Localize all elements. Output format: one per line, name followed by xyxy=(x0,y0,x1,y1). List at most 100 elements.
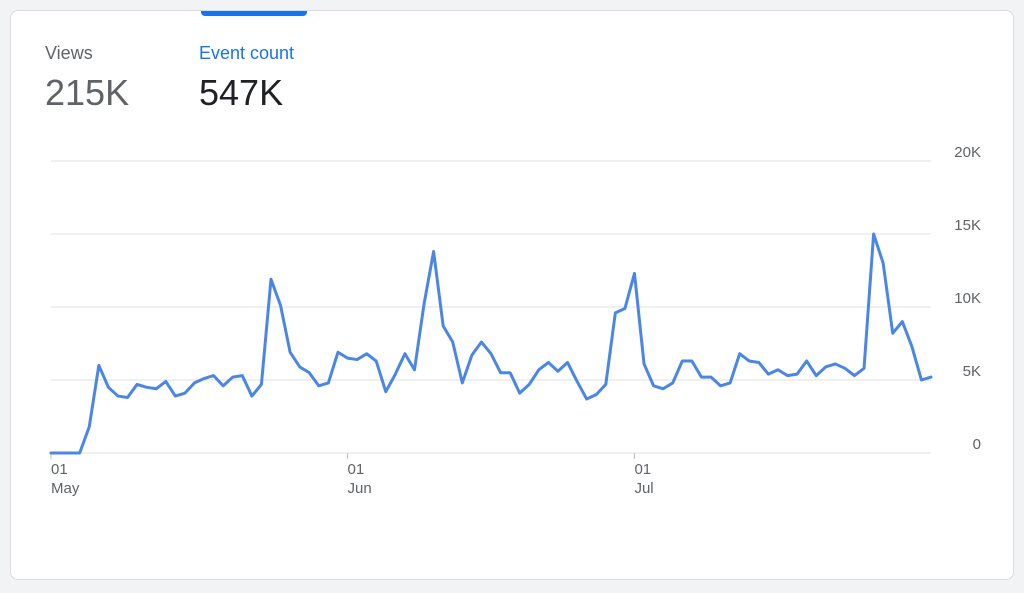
data-point xyxy=(450,340,455,345)
event-count-series-line xyxy=(49,232,933,455)
data-point xyxy=(182,391,187,396)
data-point xyxy=(642,361,647,366)
data-point xyxy=(594,392,599,397)
line-chart: 0 5K 10K 15K 20K 01 May 01 Jun 01 Jul xyxy=(49,144,981,497)
data-point xyxy=(422,302,427,307)
grid-lines xyxy=(51,160,931,454)
data-point xyxy=(431,249,436,254)
x-axis-ticks: 01 May 01 Jun 01 Jul xyxy=(50,453,654,497)
data-point xyxy=(479,340,484,345)
data-point xyxy=(402,351,407,356)
y-tick-label: 15K xyxy=(954,217,981,234)
data-point xyxy=(68,451,73,456)
data-point xyxy=(96,363,101,368)
chart-card: Views 215K Event count 547K 0 5K 10K 15K 20K… xyxy=(10,10,1014,580)
data-point xyxy=(374,359,379,364)
data-point xyxy=(795,372,800,377)
y-axis-ticks: 0 5K 10K 15K 20K xyxy=(954,144,981,453)
data-point xyxy=(756,360,761,365)
data-point xyxy=(163,379,168,384)
data-point xyxy=(326,380,331,385)
data-point xyxy=(508,370,513,375)
data-point xyxy=(49,451,54,456)
data-point xyxy=(154,386,159,391)
x-tick-month-label: Jun xyxy=(348,480,372,497)
views-value: 215K xyxy=(45,72,130,113)
data-point xyxy=(230,375,235,380)
data-point xyxy=(823,364,828,369)
data-point xyxy=(383,389,388,394)
data-point xyxy=(613,310,618,315)
data-point xyxy=(297,364,302,369)
data-point xyxy=(527,382,532,387)
y-tick-label: 10K xyxy=(954,290,981,307)
data-point xyxy=(632,271,637,276)
data-point xyxy=(412,367,417,372)
data-point xyxy=(364,351,369,356)
data-point xyxy=(259,382,264,387)
data-point xyxy=(919,378,924,383)
data-point xyxy=(221,383,226,388)
data-point xyxy=(680,359,685,364)
series-layer xyxy=(49,232,934,456)
data-point xyxy=(575,379,580,384)
data-point xyxy=(58,451,63,456)
data-point xyxy=(718,383,723,388)
data-point xyxy=(728,380,733,385)
data-point xyxy=(852,373,857,378)
data-point xyxy=(192,380,197,385)
data-point xyxy=(316,383,321,388)
data-point xyxy=(651,383,656,388)
data-point xyxy=(345,356,350,361)
data-point xyxy=(929,375,934,380)
data-point xyxy=(785,373,790,378)
x-tick-month-label: Jul xyxy=(634,480,653,497)
data-point xyxy=(144,385,149,390)
x-tick-day-label: 01 xyxy=(634,461,651,478)
y-tick-label: 5K xyxy=(963,363,981,380)
data-point xyxy=(546,360,551,365)
data-point xyxy=(249,394,254,399)
data-point xyxy=(517,391,522,396)
data-point xyxy=(709,375,714,380)
data-point xyxy=(106,385,111,390)
tab-event-count[interactable]: Event count 547K xyxy=(199,41,294,115)
y-tick-label: 20K xyxy=(954,144,981,161)
data-point xyxy=(881,261,886,266)
data-point xyxy=(393,372,398,377)
event-count-value: 547K xyxy=(199,72,284,113)
views-label: Views xyxy=(45,43,93,63)
data-point xyxy=(441,323,446,328)
data-point xyxy=(498,370,503,375)
data-point xyxy=(211,373,216,378)
x-tick-day-label: 01 xyxy=(51,461,68,478)
data-point xyxy=(766,372,771,377)
data-point xyxy=(584,396,589,401)
data-point xyxy=(603,382,608,387)
data-point xyxy=(804,359,809,364)
data-point xyxy=(115,394,120,399)
selected-tab-indicator xyxy=(201,11,307,16)
data-point xyxy=(125,395,130,400)
tab-views[interactable]: Views 215K xyxy=(45,41,129,115)
data-point xyxy=(555,369,560,374)
data-point xyxy=(565,360,570,365)
data-point xyxy=(536,367,541,372)
data-point xyxy=(871,232,876,237)
data-point xyxy=(699,375,704,380)
data-point xyxy=(240,373,245,378)
y-tick-label: 0 xyxy=(973,436,981,453)
x-tick-month-label: May xyxy=(51,480,80,497)
data-point xyxy=(202,376,207,381)
data-point xyxy=(269,277,274,282)
data-point xyxy=(173,394,178,399)
data-point xyxy=(288,350,293,355)
data-point xyxy=(890,331,895,336)
x-tick-day-label: 01 xyxy=(348,461,365,478)
data-point xyxy=(862,366,867,371)
data-point xyxy=(909,344,914,349)
data-point xyxy=(469,353,474,358)
data-point xyxy=(814,373,819,378)
data-point xyxy=(833,361,838,366)
data-point xyxy=(77,451,82,456)
